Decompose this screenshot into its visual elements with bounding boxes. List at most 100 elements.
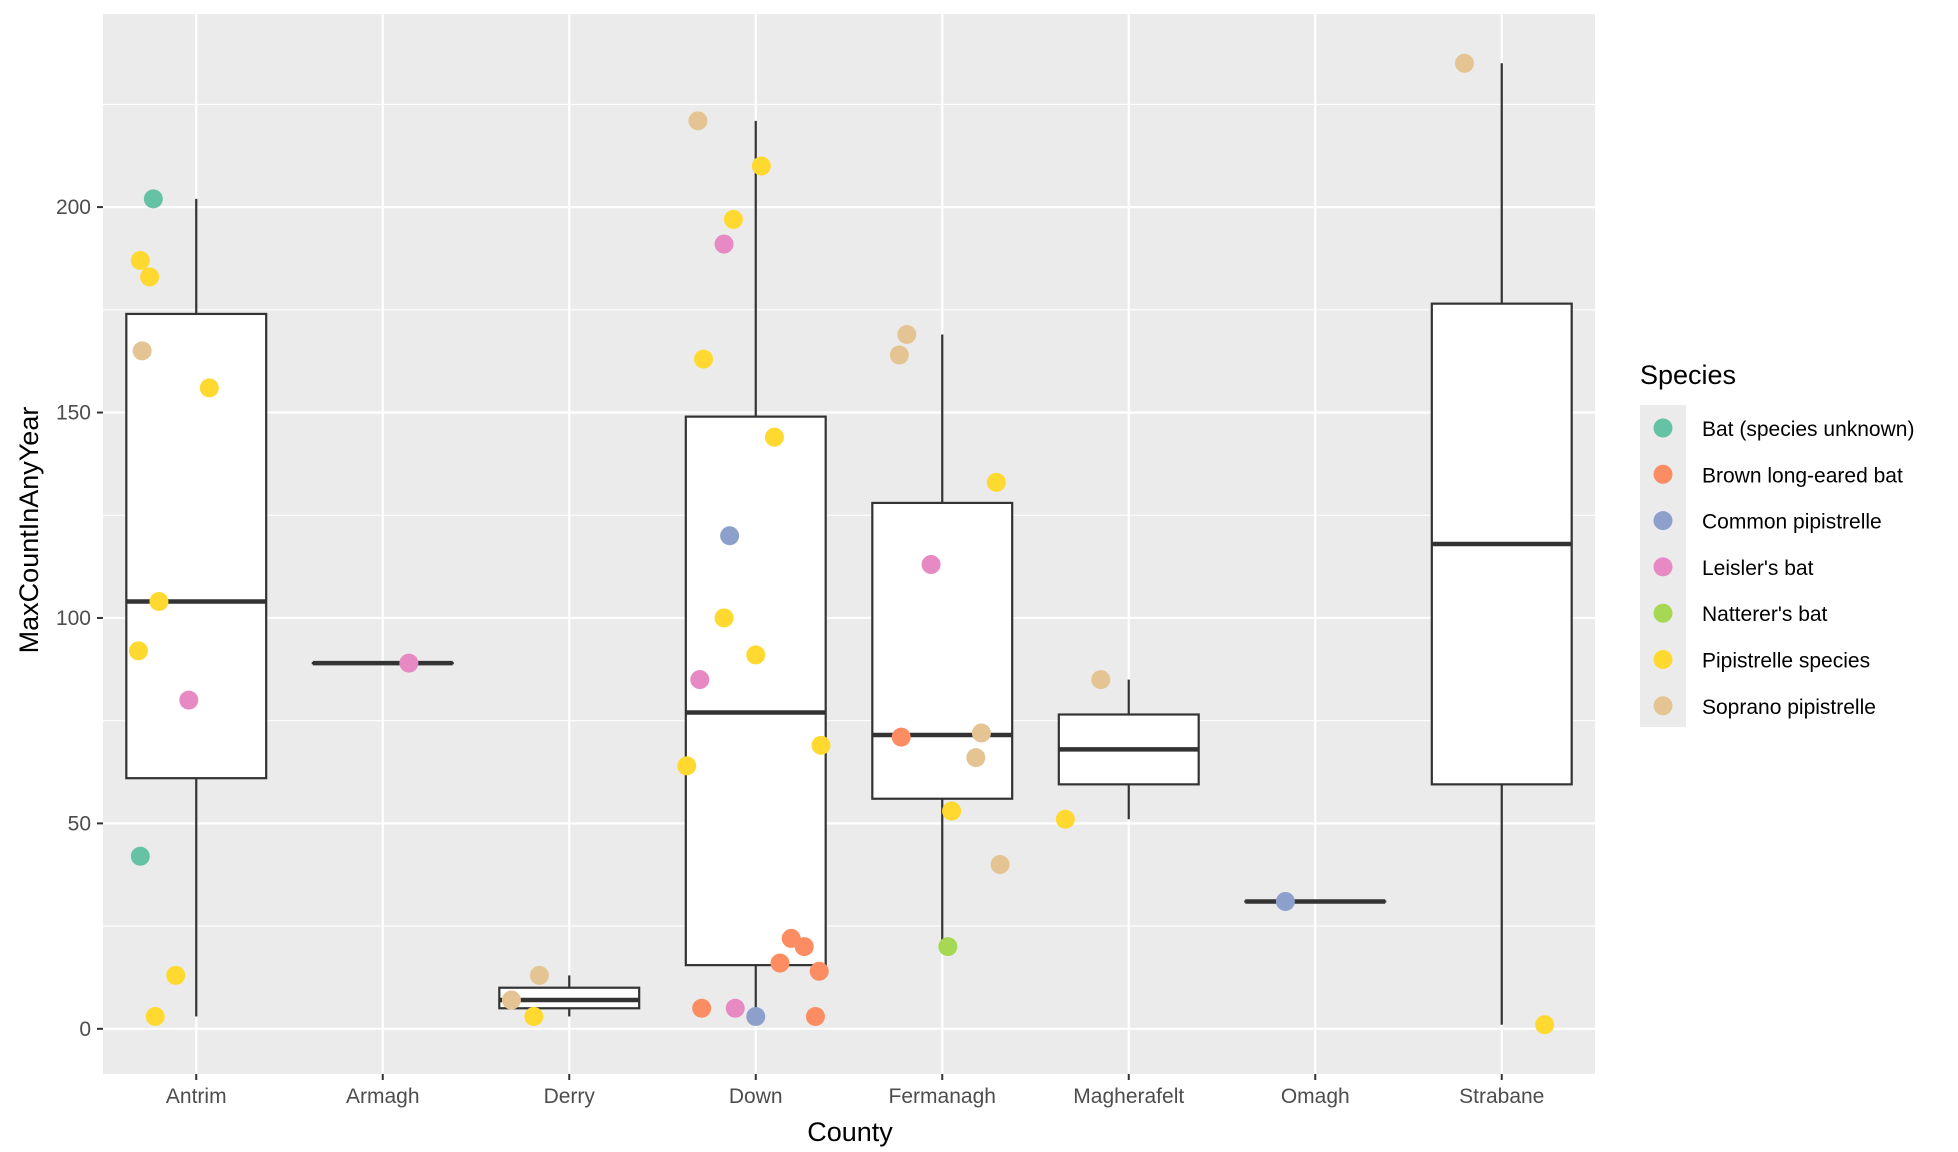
data-point (688, 111, 708, 131)
x-tick-label: Fermanagh (889, 1085, 996, 1108)
y-tick-label: 150 (56, 402, 91, 425)
boxplot-magherafelt (1057, 679, 1200, 820)
box (871, 501, 1014, 800)
data-point (966, 748, 986, 768)
boxplot-fermanagh (871, 334, 1014, 947)
boxplots (125, 63, 1573, 1025)
boxplot-strabane (1430, 63, 1573, 1025)
y-tick-label: 100 (56, 607, 91, 630)
panel-background (103, 14, 1595, 1074)
data-point (723, 209, 743, 229)
data-points (128, 53, 1555, 1035)
data-point (751, 156, 771, 176)
data-point (140, 267, 160, 287)
data-point (179, 690, 199, 710)
data-point (971, 723, 991, 743)
legend-item: Common pipistrelle (1653, 511, 1882, 534)
legend-item: Leisler's bat (1653, 557, 1814, 580)
data-point (692, 998, 712, 1018)
legend-key (1653, 650, 1673, 669)
data-point (986, 472, 1006, 492)
data-point (501, 990, 521, 1010)
x-tick-label: Derry (544, 1085, 596, 1108)
x-tick-label: Down (729, 1085, 783, 1108)
data-point (1091, 670, 1111, 690)
data-point (143, 189, 163, 209)
data-point (805, 1006, 825, 1026)
data-point (130, 251, 150, 271)
data-point (725, 998, 745, 1018)
y-tick-label: 0 (79, 1018, 91, 1041)
data-point (1454, 53, 1474, 73)
data-point (794, 937, 814, 957)
y-axis-title: MaxCountInAnyYear (14, 407, 44, 654)
y-tick-label: 50 (68, 812, 91, 835)
box (684, 415, 827, 967)
boxplot-derry (498, 975, 641, 1017)
legend-label: Leisler's bat (1702, 557, 1814, 580)
data-point (942, 801, 962, 821)
data-point (720, 526, 740, 546)
legend-key (1653, 464, 1673, 484)
data-point (889, 345, 909, 365)
x-tick-label: Strabane (1459, 1085, 1544, 1108)
legend-item: Soprano pipistrelle (1653, 696, 1876, 719)
legend-label: Bat (species unknown) (1702, 418, 1914, 441)
legend-key (1653, 603, 1673, 623)
data-point (809, 961, 829, 981)
data-point (145, 1006, 165, 1026)
legend-label: Common pipistrelle (1702, 511, 1882, 534)
legend-item: Natterer's bat (1653, 603, 1828, 626)
data-point (746, 645, 766, 665)
data-point (149, 592, 169, 612)
data-point (764, 427, 784, 447)
legend-key (1653, 418, 1673, 438)
y-axis: 0 50 100 150 200 (56, 196, 103, 1041)
data-point (1055, 809, 1075, 829)
data-point (677, 756, 697, 776)
data-point (990, 854, 1010, 874)
data-point (891, 727, 911, 747)
data-point (714, 234, 734, 254)
data-point (166, 965, 186, 985)
data-point (132, 341, 152, 361)
data-point (524, 1006, 544, 1026)
data-point (399, 653, 419, 673)
data-point (128, 641, 148, 661)
legend-key (1653, 511, 1673, 531)
x-tick-label: Magherafelt (1073, 1085, 1184, 1108)
y-tick-label: 200 (56, 196, 91, 219)
x-axis: Antrim Armagh Derry Down Fermanagh Magherafel… (166, 1074, 1544, 1108)
data-point (1275, 891, 1295, 911)
legend-label: Pipistrelle species (1702, 650, 1870, 673)
data-point (199, 378, 219, 398)
legend: Species Bat (species unknown) Brown long-… (1640, 360, 1914, 727)
legend-key (1653, 696, 1673, 716)
x-tick-label: Armagh (346, 1085, 420, 1108)
data-point (770, 953, 790, 973)
legend-item: Bat (species unknown) (1653, 418, 1914, 441)
x-tick-label: Omagh (1281, 1085, 1350, 1108)
data-point (694, 349, 714, 369)
data-point (130, 846, 150, 866)
x-tick-label: Antrim (166, 1085, 227, 1108)
data-point (1535, 1015, 1555, 1035)
data-point (690, 670, 710, 690)
x-axis-title: County (807, 1117, 893, 1147)
legend-item: Brown long-eared bat (1653, 464, 1903, 487)
legend-title: Species (1640, 360, 1736, 390)
box (125, 312, 268, 780)
data-point (529, 965, 549, 985)
data-point (897, 324, 917, 344)
data-point (938, 937, 958, 957)
data-point (921, 555, 941, 575)
legend-item: Pipistrelle species (1653, 650, 1870, 673)
legend-label: Brown long-eared bat (1702, 464, 1903, 487)
plot-panel (103, 14, 1595, 1074)
legend-key (1653, 557, 1673, 577)
data-point (811, 735, 831, 755)
legend-label: Soprano pipistrelle (1702, 696, 1876, 719)
legend-label: Natterer's bat (1702, 603, 1828, 626)
legend-entries: Bat (species unknown) Brown long-eared ba… (1653, 418, 1914, 719)
